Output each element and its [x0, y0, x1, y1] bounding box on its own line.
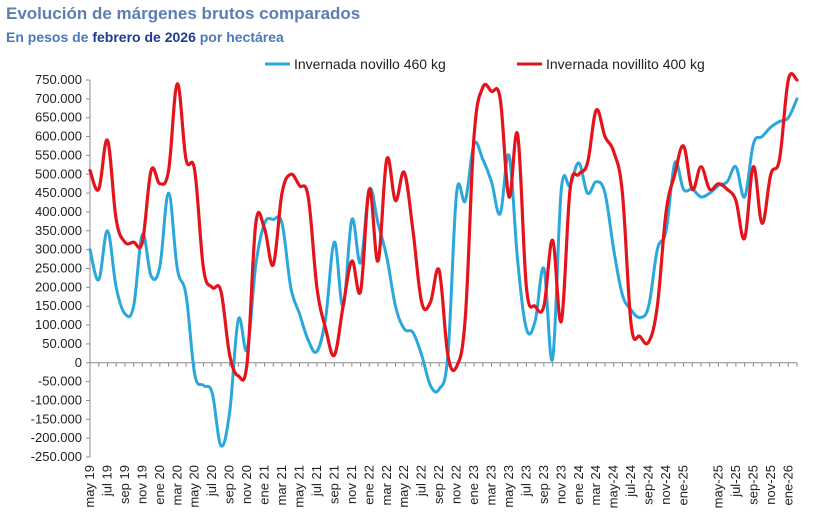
x-tick-label: may 21 — [291, 465, 306, 508]
x-tick-label: jul 21 — [309, 465, 324, 497]
y-tick-label: 0 — [75, 355, 82, 370]
x-tick-label: nov 21 — [344, 465, 359, 504]
y-tick-label: -100.000 — [31, 392, 82, 407]
y-tick-label: 450.000 — [35, 185, 82, 200]
subtitle-prefix: En pesos de — [6, 29, 93, 45]
legend-label-novillo: Invernada novillo 460 kg — [294, 56, 446, 72]
y-tick-label: 500.000 — [35, 166, 82, 181]
legend-label-novillito: Invernada novillito 400 kg — [546, 56, 705, 72]
x-tick-label: sep 20 — [222, 465, 237, 504]
y-axis: 750.000 700.000 650.000 600.000 550.000 500.0… — [31, 72, 91, 464]
y-tick-label: 150.000 — [35, 298, 82, 313]
x-tick-label: nov 22 — [449, 465, 464, 504]
x-tick-label: sep 21 — [326, 465, 341, 504]
y-tick-label: 700.000 — [35, 91, 82, 106]
x-tick-label: nov 23 — [553, 465, 568, 504]
x-tick-label: jul 22 — [414, 465, 429, 497]
x-tick-label: ene 20 — [152, 465, 167, 505]
x-tick-label: ene 22 — [361, 465, 376, 505]
y-tick-label: 200.000 — [35, 279, 82, 294]
y-tick-label: -200.000 — [31, 430, 82, 445]
series-line-novillito — [88, 72, 799, 382]
x-tick-label: jul-24 — [623, 465, 638, 498]
legend: Invernada novillo 460 kg Invernada novil… — [265, 56, 705, 72]
y-tick-label: 400.000 — [35, 204, 82, 219]
x-tick-label: may-25 — [710, 465, 725, 508]
y-tick-label: 650.000 — [35, 110, 82, 125]
x-tick-label: sep 23 — [536, 465, 551, 504]
x-tick-label: ene-25 — [676, 465, 691, 505]
x-tick-label: ene 24 — [571, 465, 586, 505]
x-tick-label: may 19 — [82, 465, 97, 508]
x-tick-label: nov 19 — [134, 465, 149, 504]
y-tick-label: 750.000 — [35, 72, 82, 87]
series-line-novillo — [88, 97, 799, 448]
x-tick-label: mar 24 — [588, 465, 603, 505]
y-tick-label: 50.000 — [42, 336, 82, 351]
subtitle-date: febrero de 2026 — [92, 29, 196, 45]
series-lines — [88, 72, 799, 448]
x-axis: may 19 jul 19 sep 19 nov 19 ene 20 mar 20 may … — [82, 362, 798, 508]
x-tick-label: nov-24 — [658, 465, 673, 505]
y-tick-label: 600.000 — [35, 129, 82, 144]
x-tick-label: mar 22 — [379, 465, 394, 505]
x-tick-label: ene 23 — [466, 465, 481, 505]
y-tick-label: -250.000 — [31, 449, 82, 464]
x-tick-label: sep-25 — [745, 465, 760, 505]
x-tick-label: ene 21 — [257, 465, 272, 505]
x-tick-label: nov 20 — [239, 465, 254, 504]
x-tick-label: sep 19 — [117, 465, 132, 504]
x-tick-label: nov-25 — [763, 465, 778, 505]
x-tick-label: sep 22 — [431, 465, 446, 504]
y-tick-label: 550.000 — [35, 147, 82, 162]
subtitle-suffix: por hectárea — [195, 29, 284, 45]
y-tick-label: 350.000 — [35, 223, 82, 238]
x-tick-label: ene-26 — [780, 465, 795, 505]
x-tick-label: jul-25 — [728, 465, 743, 498]
x-tick-label: sep-24 — [641, 465, 656, 505]
x-tick-label: jul 23 — [518, 465, 533, 497]
y-tick-label: 250.000 — [35, 261, 82, 276]
x-tick-label: mar 21 — [274, 465, 289, 505]
y-tick-label: 300.000 — [35, 242, 82, 257]
x-tick-label: may 20 — [187, 465, 202, 508]
y-tick-label: -150.000 — [31, 411, 82, 426]
chart-title: Evolución de márgenes brutos comparados — [6, 4, 361, 23]
x-tick-label: mar 20 — [169, 465, 184, 505]
x-tick-label: may 23 — [501, 465, 516, 508]
x-tick-label: may-24 — [606, 465, 621, 508]
chart-subtitle: En pesos de febrero de 2026 por hectárea — [6, 29, 284, 45]
y-tick-label: 100.000 — [35, 317, 82, 332]
x-tick-label: mar 23 — [484, 465, 499, 505]
x-tick-label: jul 19 — [99, 465, 114, 497]
y-tick-label: -50.000 — [38, 374, 82, 389]
x-tick-label: jul 20 — [204, 465, 219, 497]
x-tick-label: may 22 — [396, 465, 411, 508]
